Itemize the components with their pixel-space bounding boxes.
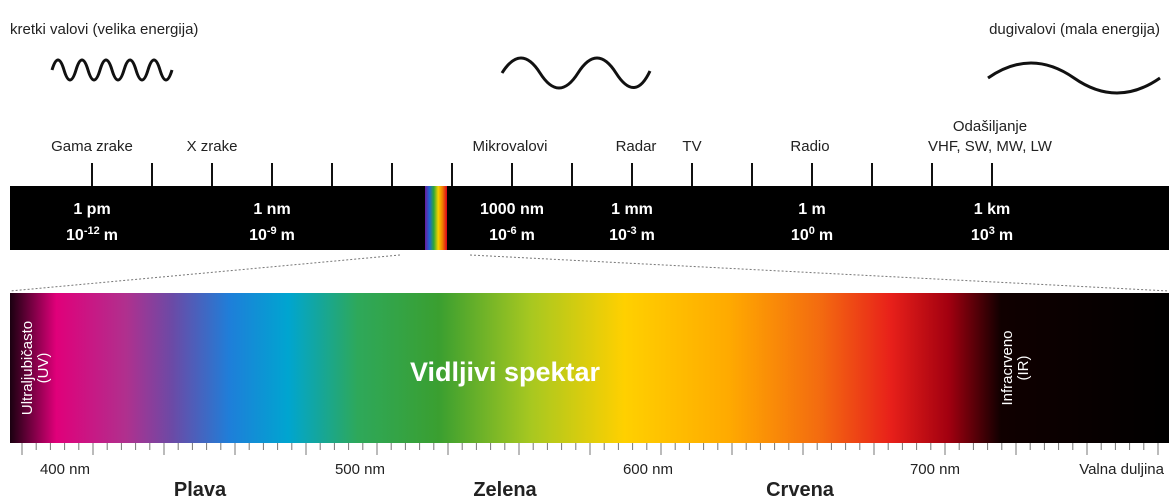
- scale-name: 1 m: [798, 201, 826, 218]
- power-exp: -9: [267, 225, 277, 237]
- wavelength-label: 500 nm: [335, 461, 385, 478]
- scale-name: 1 pm: [73, 201, 110, 218]
- uv-label: Ultraljubičasto (UV): [19, 321, 52, 415]
- power-base: 10: [791, 227, 809, 244]
- scale-power: 100 m: [791, 225, 833, 244]
- scale-power: 10-12 m: [66, 225, 118, 244]
- power-base: 10: [249, 227, 267, 244]
- scale-bar: [10, 186, 1169, 250]
- band-label: Radio: [790, 138, 829, 155]
- band-labels: Gama zrake X zrake Mikrovalovi Radar TV Radio…: [51, 118, 1053, 155]
- scale-ticks: [91, 163, 993, 186]
- band-label: TV: [682, 138, 701, 155]
- wavelength-labels: 400 nm 500 nm 600 nm 700 nm: [40, 461, 960, 478]
- scale-power: 10-9 m: [249, 225, 295, 244]
- power-unit: m: [281, 227, 295, 244]
- ir-text: Infracrveno: [999, 330, 1016, 405]
- power-base: 10: [66, 227, 84, 244]
- axis-label: Valna duljina: [1079, 461, 1164, 478]
- band-label: Gama zrake: [51, 138, 133, 155]
- uv-text: (UV): [35, 353, 52, 384]
- scale-power: 103 m: [971, 225, 1013, 244]
- power-base: 10: [489, 227, 507, 244]
- short-waves-label: kretki valovi (velika energija): [10, 21, 198, 38]
- scale-name: 1 nm: [253, 201, 290, 218]
- medium-wave-icon: [500, 56, 652, 90]
- color-names: Plava Zelena Crvena: [174, 479, 835, 501]
- power-base: 10: [971, 227, 989, 244]
- zoom-line: [9, 254, 401, 292]
- band-label: X zrake: [187, 138, 238, 155]
- scale-name: 1 km: [974, 201, 1010, 218]
- long-wave-icon: [987, 61, 1161, 95]
- power-unit: m: [819, 227, 833, 244]
- uv-text: Ultraljubičasto: [19, 321, 36, 415]
- color-name: Plava: [174, 479, 227, 501]
- band-label: Odašiljanje: [953, 118, 1027, 135]
- scale-name: 1 mm: [611, 201, 653, 218]
- scale-power: 10-3 m: [609, 225, 655, 244]
- ir-text: (IR): [1015, 356, 1032, 381]
- band-label: Mikrovalovi: [472, 138, 547, 155]
- visible-spectrum: [10, 293, 1169, 443]
- power-exp: 0: [809, 225, 815, 237]
- band-sublabel: VHF, SW, MW, LW: [928, 138, 1053, 155]
- wavelength-label: 600 nm: [623, 461, 673, 478]
- power-unit: m: [999, 227, 1013, 244]
- color-name: Crvena: [766, 479, 835, 501]
- color-name: Zelena: [473, 479, 537, 501]
- power-unit: m: [521, 227, 535, 244]
- power-exp: -12: [84, 225, 100, 237]
- power-exp: -3: [627, 225, 637, 237]
- long-waves-label: dugivalovi (mala energija): [989, 21, 1160, 38]
- band-label: Radar: [616, 138, 657, 155]
- power-unit: m: [641, 227, 655, 244]
- ir-label: Infracrveno (IR): [999, 330, 1032, 405]
- wavelength-label: 700 nm: [910, 461, 960, 478]
- power-exp: -6: [507, 225, 517, 237]
- power-exp: 3: [989, 225, 995, 237]
- scale-name: 1000 nm: [480, 201, 544, 218]
- power-base: 10: [609, 227, 627, 244]
- power-unit: m: [104, 227, 118, 244]
- visible-slice: [425, 186, 447, 250]
- scale-power: 10-6 m: [489, 225, 535, 244]
- short-wave-icon: [50, 58, 174, 82]
- spectrum-title: Vidljivi spektar: [410, 357, 601, 387]
- wavelength-label: 400 nm: [40, 461, 90, 478]
- wavelength-ticks: [21, 443, 1159, 455]
- zoom-line: [469, 254, 1169, 292]
